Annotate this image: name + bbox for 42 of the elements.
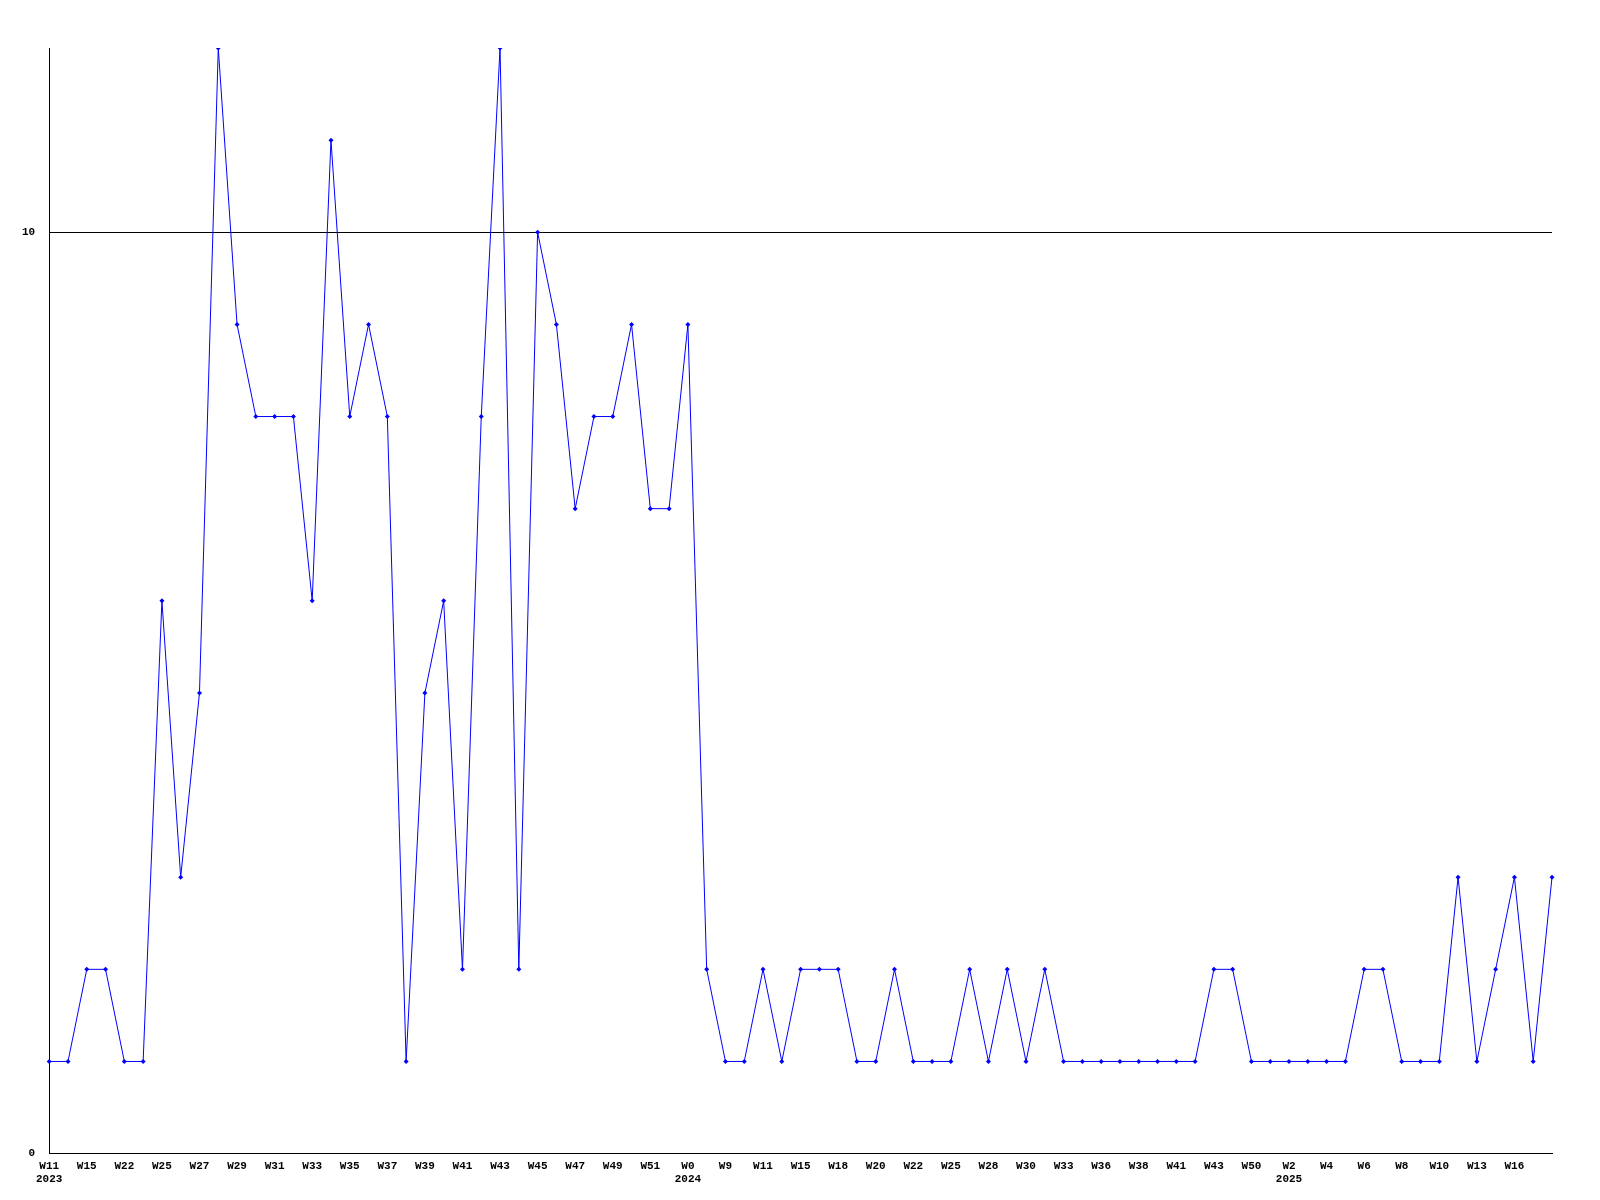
x-tick-label: W43 (1203, 1159, 1225, 1172)
x-tick-label: W45 (527, 1159, 548, 1172)
x-tick-label: W13 (1466, 1159, 1488, 1172)
x-tick-label: W47 (565, 1159, 586, 1172)
x-tick-label: W16 (1504, 1159, 1525, 1172)
x-tick-label: W25 (940, 1159, 962, 1172)
x-tick-label: W15 (790, 1159, 811, 1172)
x-tick-label: W50 (1241, 1159, 1262, 1172)
x-tick-label: W49 (602, 1159, 623, 1172)
x-tick-label: W33 (302, 1159, 323, 1172)
x-tick-label: W27 (189, 1159, 210, 1172)
x-tick-label: W2 2025 (1275, 1159, 1303, 1186)
x-tick-label: W36 (1091, 1159, 1112, 1172)
y-tick-label: 0 (28, 1147, 36, 1160)
x-tick-label: W28 (978, 1159, 999, 1172)
x-tick-label: W20 (865, 1159, 886, 1172)
x-tick-label: W6 (1357, 1159, 1371, 1172)
x-tick-label: W35 (339, 1159, 361, 1172)
x-tick-label: W11 (753, 1159, 774, 1172)
x-tick-label: W41 (1166, 1159, 1187, 1172)
x-tick-label: W41 (452, 1159, 473, 1172)
x-tick-label: W8 (1395, 1159, 1409, 1172)
x-tick-label: W25 (152, 1159, 173, 1172)
x-tick-label: W22 (903, 1159, 924, 1172)
y-tick-label: 10 (22, 226, 36, 239)
x-tick-label: W0 2024 (674, 1159, 702, 1186)
x-tick-label: W10 (1429, 1159, 1450, 1172)
x-tick-label: W43 (490, 1159, 511, 1172)
x-tick-label: W15 (76, 1159, 98, 1172)
x-tick-label: W38 (1128, 1159, 1150, 1172)
x-tick-label: W9 (718, 1159, 733, 1172)
x-tick-label: W11 2023 (36, 1159, 63, 1186)
x-tick-label: W37 (377, 1159, 398, 1172)
x-tick-label: W4 (1319, 1159, 1334, 1172)
x-tick-label: W29 (227, 1159, 247, 1172)
x-tick-label: W30 (1016, 1159, 1036, 1172)
x-tick-label: W39 (415, 1159, 435, 1172)
x-tick-label: W31 (264, 1159, 285, 1172)
x-tick-label: W18 (828, 1159, 849, 1172)
x-tick-label: W33 (1053, 1159, 1074, 1172)
x-tick-label: W51 (640, 1159, 661, 1172)
x-tick-label: W22 (114, 1159, 135, 1172)
